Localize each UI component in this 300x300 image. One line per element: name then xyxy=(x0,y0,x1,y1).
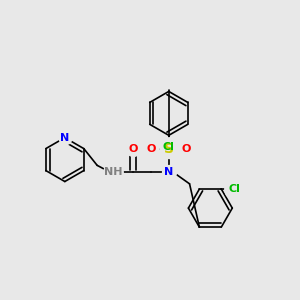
Text: O: O xyxy=(128,144,138,154)
Text: NH: NH xyxy=(104,167,123,177)
Text: Cl: Cl xyxy=(163,142,175,152)
Text: O: O xyxy=(182,144,191,154)
Text: O: O xyxy=(147,144,156,154)
Text: S: S xyxy=(164,142,174,156)
Text: N: N xyxy=(60,133,69,142)
Text: N: N xyxy=(164,167,173,177)
Text: Cl: Cl xyxy=(228,184,240,194)
